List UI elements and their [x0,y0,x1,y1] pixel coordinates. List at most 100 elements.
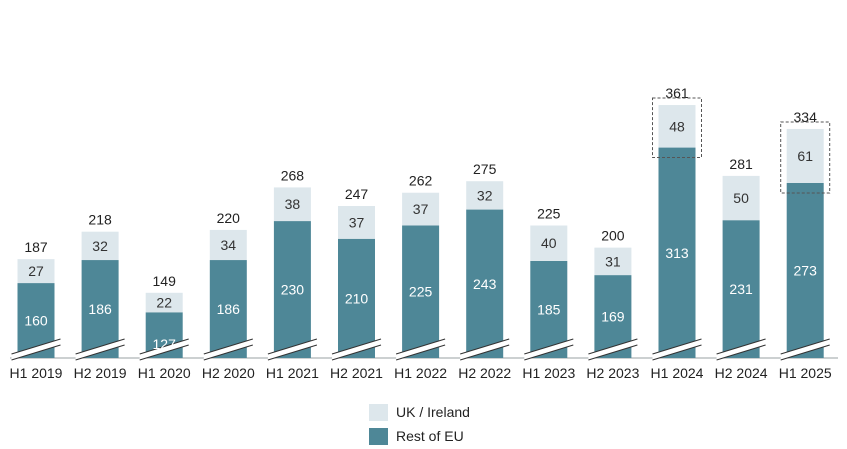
data-label-total: 149 [153,273,177,289]
legend-swatch-uk-ireland [369,403,388,421]
data-label-rest-of-eu: 243 [473,276,497,292]
axis-break-mark [652,344,702,361]
data-label-rest-of-eu: 225 [409,284,433,300]
x-tick-label: H2 2021 [330,365,383,381]
axis-break-gap [11,339,61,360]
bar-uk-ireland [786,128,824,183]
data-label-rest-of-eu: 186 [88,301,112,317]
axis-break-gap [396,339,446,360]
axis-break-gap [203,339,253,360]
data-label-rest-of-eu: 186 [217,301,241,317]
x-tick-label: H1 2023 [522,365,575,381]
x-tick-label: H1 2025 [779,365,832,381]
data-label-uk-ireland: 27 [28,263,44,279]
bar-rest-of-eu [722,220,760,358]
data-label-total: 281 [729,156,753,172]
data-label-uk-ireland: 40 [541,235,557,251]
axis-break-mark [780,344,830,361]
data-label-uk-ireland: 34 [221,237,237,253]
data-label-total: 247 [345,186,369,202]
data-label-uk-ireland: 61 [797,148,813,164]
data-label-total: 200 [601,228,625,244]
axis-break-mark [203,338,253,355]
data-label-uk-ireland: 48 [669,118,685,134]
legend-label-uk-ireland: UK / Ireland [396,404,470,420]
axis-break-gap [780,339,830,360]
bar-uk-ireland [273,187,311,222]
bar-uk-ireland [530,225,568,261]
axis-break-mark [331,344,382,361]
data-label-rest-of-eu: 313 [665,245,689,261]
bar-uk-ireland [17,259,55,284]
axis-break-gap [460,339,510,360]
bar-uk-ireland [209,229,247,261]
data-label-uk-ireland: 32 [477,187,493,203]
axis-break-mark [395,344,446,361]
axis-break-mark [331,338,382,355]
data-label-total: 275 [473,161,497,177]
bar-rest-of-eu [273,221,311,358]
bar-rest-of-eu [658,147,696,358]
axis-break-gap [267,339,317,360]
axis-break-mark [11,338,61,355]
bar-rest-of-eu [81,260,119,358]
legend-item-rest-of-eu: Rest of EU [369,424,470,448]
data-label-uk-ireland: 31 [605,253,621,269]
bar-rest-of-eu [338,238,375,358]
data-label-rest-of-eu: 160 [24,313,48,329]
bar-uk-ireland [402,192,440,226]
data-label-uk-ireland: 22 [156,295,172,311]
axis-break-gap [332,339,381,360]
x-tick-label: H1 2021 [266,365,319,381]
data-label-rest-of-eu: 127 [153,336,177,352]
axis-break-mark [524,344,574,361]
data-label-uk-ireland: 32 [92,238,108,254]
axis-break-gap [139,339,189,360]
axis-break-mark [588,344,638,361]
axis-break-gap [75,339,125,360]
axis-break-mark [460,344,510,361]
axis-break-mark [524,338,574,355]
axis-break-mark [267,344,318,361]
x-tick-label: H1 2022 [394,365,447,381]
axis-break-mark [203,344,253,361]
x-tick-label: H2 2023 [586,365,639,381]
x-tick-label: H1 2020 [138,365,191,381]
axis-break-mark [780,338,830,355]
data-label-total: 262 [409,173,433,189]
data-label-rest-of-eu: 185 [537,301,561,317]
bar-rest-of-eu [209,260,247,358]
axis-break-mark [75,338,125,355]
bar-uk-ireland [658,105,696,148]
bar-uk-ireland [81,231,119,261]
data-label-total: 361 [665,85,689,101]
data-label-total: 334 [794,109,818,125]
data-label-total: 268 [281,167,305,183]
bar-rest-of-eu [466,209,504,358]
bar-rest-of-eu [786,182,824,358]
legend-label-rest-of-eu: Rest of EU [396,428,464,444]
axis-break-mark [267,338,318,355]
legend-swatch-rest-of-eu [369,427,388,445]
data-label-total: 220 [217,210,241,226]
data-label-rest-of-eu: 231 [729,281,753,297]
data-label-uk-ireland: 50 [733,190,749,206]
data-label-total: 225 [537,205,561,221]
data-label-total: 187 [24,239,48,255]
highlight-box [652,97,702,159]
axis-break-mark [139,344,189,361]
axis-break-mark [11,344,61,361]
x-tick-label: H2 2024 [715,365,768,381]
x-tick-label: H1 2019 [10,365,63,381]
data-label-rest-of-eu: 230 [281,282,305,298]
axis-break-gap [524,339,574,360]
data-label-uk-ireland: 37 [349,214,365,230]
axis-break-mark [460,338,510,355]
axis-break-mark [588,338,638,355]
axis-break-mark [75,344,125,361]
data-label-rest-of-eu: 169 [601,309,625,325]
axis-break-mark [716,338,766,355]
axis-break-mark [139,338,189,355]
data-label-total: 218 [88,212,112,228]
